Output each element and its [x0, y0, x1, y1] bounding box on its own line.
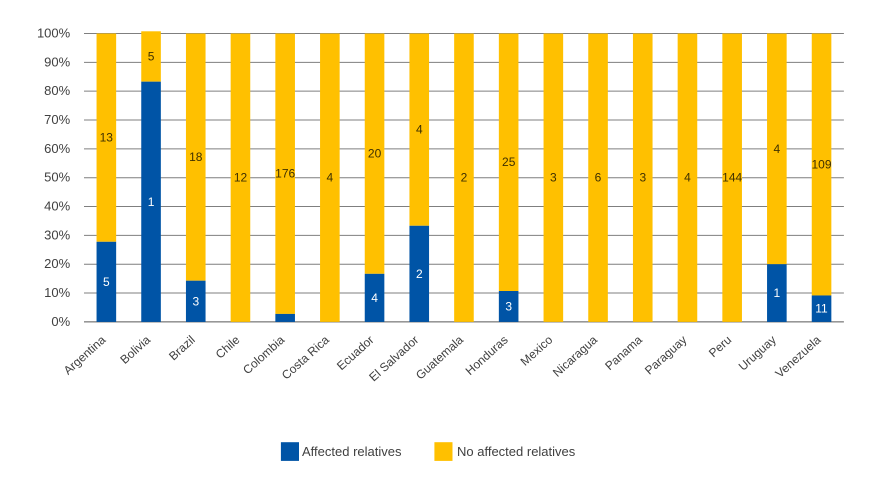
svg-text:13: 13 [100, 131, 114, 145]
svg-text:2: 2 [416, 267, 423, 281]
svg-text:60%: 60% [44, 141, 70, 156]
svg-text:3: 3 [505, 299, 512, 313]
svg-text:4: 4 [684, 171, 691, 185]
svg-text:30%: 30% [44, 227, 70, 242]
svg-text:80%: 80% [44, 83, 70, 98]
svg-text:3: 3 [639, 171, 646, 185]
svg-text:70%: 70% [44, 112, 70, 127]
svg-text:Argentina: Argentina [61, 333, 109, 378]
svg-text:100%: 100% [37, 26, 71, 41]
svg-text:Panama: Panama [602, 333, 645, 374]
svg-text:Nicaragua: Nicaragua [550, 333, 600, 380]
svg-text:3: 3 [550, 171, 557, 185]
svg-text:10%: 10% [44, 285, 70, 300]
svg-text:5: 5 [103, 275, 110, 289]
svg-text:20: 20 [368, 147, 382, 161]
svg-text:11: 11 [815, 302, 828, 316]
svg-text:5: 5 [148, 50, 155, 64]
svg-text:Mexico: Mexico [518, 333, 556, 369]
svg-text:1: 1 [148, 195, 155, 209]
svg-text:20%: 20% [44, 256, 70, 271]
svg-text:El Salvador: El Salvador [366, 333, 421, 384]
svg-text:4: 4 [327, 171, 334, 185]
svg-text:90%: 90% [44, 54, 70, 69]
svg-text:0%: 0% [51, 314, 70, 329]
svg-text:Guatemala: Guatemala [413, 333, 466, 383]
svg-text:4: 4 [371, 291, 378, 305]
svg-text:Venezuela: Venezuela [772, 333, 823, 381]
svg-text:176: 176 [275, 167, 295, 181]
svg-text:No affected relatives: No affected relatives [457, 444, 576, 459]
svg-text:25: 25 [502, 155, 516, 169]
svg-text:Brazil: Brazil [166, 333, 198, 363]
svg-text:Affected relatives: Affected relatives [302, 444, 402, 459]
svg-text:144: 144 [722, 171, 742, 185]
svg-text:Uruguay: Uruguay [736, 333, 779, 374]
svg-text:4: 4 [416, 123, 423, 137]
svg-text:4: 4 [773, 142, 780, 156]
svg-text:18: 18 [189, 150, 203, 164]
svg-text:Paraguay: Paraguay [642, 333, 690, 378]
svg-text:109: 109 [811, 158, 831, 172]
svg-text:Chile: Chile [213, 333, 243, 362]
svg-text:1: 1 [773, 286, 780, 300]
svg-text:6: 6 [595, 171, 602, 185]
svg-text:50%: 50% [44, 170, 70, 185]
svg-text:12: 12 [234, 171, 248, 185]
svg-text:Honduras: Honduras [463, 333, 511, 378]
svg-text:Ecuador: Ecuador [334, 333, 377, 373]
svg-text:40%: 40% [44, 199, 70, 214]
svg-text:Costa Rica: Costa Rica [279, 333, 332, 383]
svg-text:3: 3 [192, 294, 199, 308]
svg-text:2: 2 [461, 171, 468, 185]
svg-text:Peru: Peru [706, 333, 734, 360]
svg-text:Bolivia: Bolivia [117, 333, 153, 367]
